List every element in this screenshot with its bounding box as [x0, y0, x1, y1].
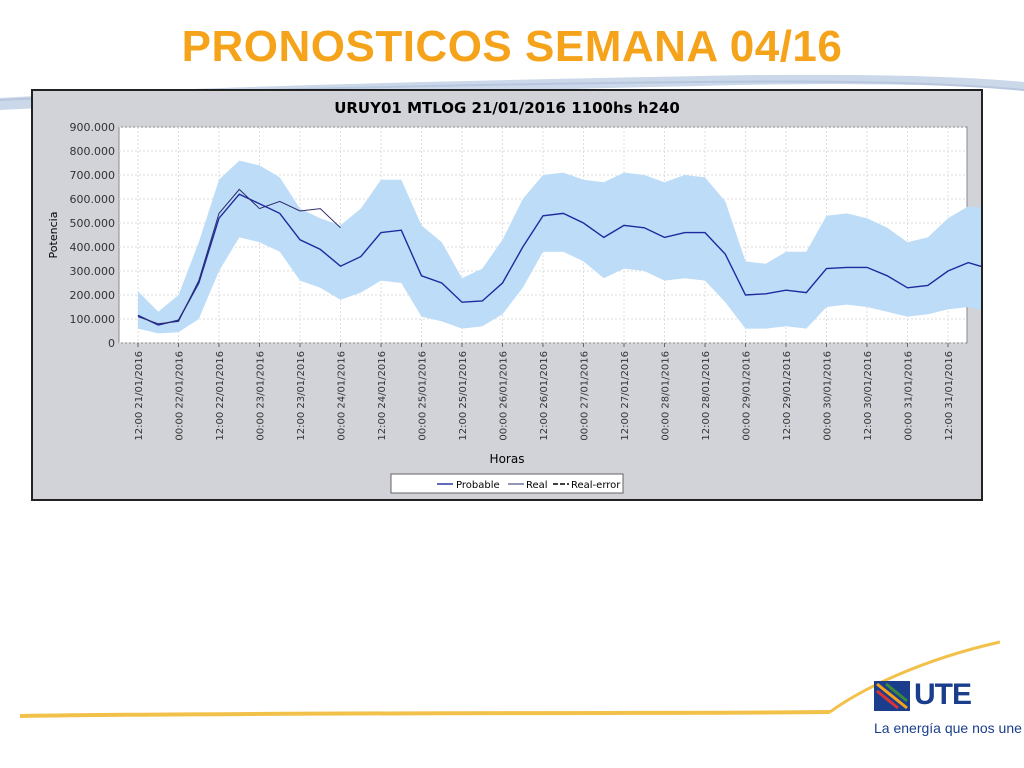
x-tick-label: 12:00 23/01/2016	[296, 351, 307, 441]
x-tick-label: 00:00 30/01/2016	[823, 351, 834, 441]
forecast-chart: URUY01 MTLOG 21/01/2016 1100hs h240 0 100…	[47, 99, 981, 494]
x-tick-label: 12:00 30/01/2016	[863, 351, 874, 441]
x-tick-label: 12:00 24/01/2016	[377, 351, 388, 441]
logo-tagline: La energía que nos une	[874, 720, 1022, 736]
x-tick-label: 00:00 23/01/2016	[256, 351, 267, 441]
legend-probable-label: Probable	[456, 480, 500, 491]
x-tick-label: 12:00 25/01/2016	[458, 351, 469, 441]
y-tick-label: 300.000	[70, 265, 116, 278]
y-tick-label: 700.000	[70, 169, 116, 182]
x-tick-label: 12:00 27/01/2016	[620, 351, 631, 441]
x-axis: 12:00 21/01/2016 00:00 22/01/2016 12:00 22…	[134, 343, 955, 441]
slide-title: PRONOSTICOS SEMANA 04/16	[181, 22, 843, 71]
chart-title: URUY01 MTLOG 21/01/2016 1100hs h240	[334, 99, 680, 117]
x-tick-label: 00:00 26/01/2016	[499, 351, 510, 441]
x-tick-label: 00:00 24/01/2016	[337, 351, 348, 441]
x-tick-label: 00:00 22/01/2016	[175, 351, 186, 441]
x-tick-label: 12:00 22/01/2016	[215, 351, 226, 441]
x-tick-label: 12:00 28/01/2016	[701, 351, 712, 441]
y-axis-label: Potencia	[47, 212, 60, 259]
chart-panel: URUY01 MTLOG 21/01/2016 1100hs h240 0 100…	[31, 89, 983, 501]
y-axis: 0 100.000 200.000 300.000 400.000 500.000 600.…	[70, 121, 116, 350]
x-tick-label: 12:00 31/01/2016	[944, 351, 955, 441]
x-tick-label: 12:00 26/01/2016	[539, 351, 550, 441]
y-tick-label: 600.000	[70, 193, 116, 206]
x-tick-label: 00:00 27/01/2016	[580, 351, 591, 441]
legend-real-error-label: Real-error	[571, 480, 621, 491]
y-tick-label: 100.000	[70, 313, 116, 326]
legend: Probable Real Real-error	[390, 473, 624, 494]
x-tick-label: 12:00 21/01/2016	[134, 351, 145, 441]
x-tick-label: 00:00 31/01/2016	[904, 351, 915, 441]
y-tick-label: 500.000	[70, 217, 116, 230]
y-tick-label: 200.000	[70, 289, 116, 302]
x-tick-label: 00:00 28/01/2016	[661, 351, 672, 441]
series-real-line	[137, 188, 341, 325]
ute-stripes-logo-icon	[874, 681, 910, 711]
ute-wordmark: UTE	[914, 678, 972, 711]
y-tick-label: 900.000	[70, 121, 116, 134]
error-band	[138, 160, 981, 334]
x-tick-label: 00:00 25/01/2016	[418, 351, 429, 441]
series-probable-line	[137, 193, 981, 326]
y-tick-label: 0	[108, 337, 115, 350]
x-tick-label: 12:00 29/01/2016	[782, 351, 793, 441]
x-axis-label: Horas	[490, 452, 525, 466]
x-tick-label: 00:00 29/01/2016	[742, 351, 753, 441]
legend-real-label: Real	[526, 480, 548, 491]
y-tick-label: 400.000	[70, 241, 116, 254]
y-tick-label: 800.000	[70, 145, 116, 158]
